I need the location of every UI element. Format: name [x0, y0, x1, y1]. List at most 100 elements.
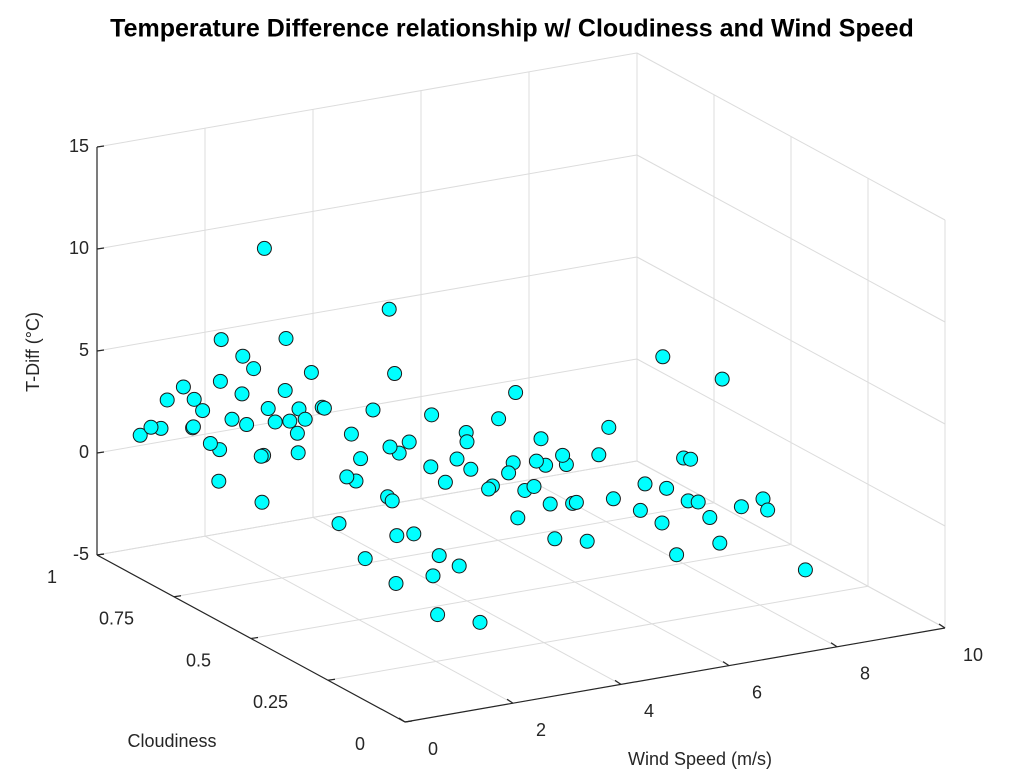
- y-tick-label: 0.5: [186, 650, 211, 670]
- point: [425, 568, 441, 584]
- point: [510, 510, 526, 526]
- point: [316, 400, 332, 416]
- point: [401, 434, 417, 450]
- point: [430, 607, 446, 623]
- point: [568, 494, 584, 510]
- x-tick-label: 6: [752, 682, 762, 702]
- z-tick: [96, 451, 105, 454]
- point: [463, 461, 479, 477]
- point: [211, 473, 227, 489]
- x-tick: [722, 661, 730, 667]
- point: [472, 614, 488, 630]
- point: [289, 425, 305, 441]
- point: [501, 465, 517, 481]
- point: [343, 426, 359, 442]
- x-tick-label: 10: [963, 645, 983, 665]
- x-tick: [398, 717, 406, 723]
- point: [533, 431, 549, 447]
- grid-line: [636, 460, 946, 629]
- point: [282, 413, 298, 429]
- y-tick-label: 0.25: [253, 692, 288, 712]
- x-tick: [506, 698, 514, 704]
- point: [256, 240, 272, 256]
- point: [449, 451, 465, 467]
- grid-line: [96, 154, 638, 250]
- z-tick-label: -5: [73, 544, 89, 564]
- x-tick-label: 4: [644, 701, 654, 721]
- grid-line: [636, 52, 946, 221]
- grid-line: [96, 52, 638, 148]
- x-tick: [938, 623, 946, 629]
- point: [601, 419, 617, 435]
- point: [406, 526, 422, 542]
- point: [387, 366, 403, 382]
- point: [260, 401, 276, 417]
- x-tick: [614, 679, 622, 685]
- point: [246, 361, 262, 377]
- point: [143, 419, 159, 435]
- point: [186, 391, 202, 407]
- point: [381, 301, 397, 317]
- point: [760, 502, 776, 518]
- point: [797, 562, 813, 578]
- point: [357, 551, 373, 567]
- x-axis-label: Wind Speed (m/s): [628, 749, 772, 769]
- point: [683, 451, 699, 467]
- grid-line: [96, 256, 638, 352]
- point: [637, 476, 653, 492]
- y-tick: [327, 678, 336, 681]
- point: [547, 531, 563, 547]
- point: [253, 448, 269, 464]
- point: [195, 403, 211, 419]
- point: [437, 474, 453, 490]
- point: [451, 558, 467, 574]
- point: [659, 480, 675, 496]
- point: [591, 447, 607, 463]
- point: [132, 427, 148, 443]
- y-tick-label: 1: [47, 567, 57, 587]
- x-tick-label: 2: [536, 720, 546, 740]
- point: [526, 478, 542, 494]
- y-tick: [404, 720, 413, 723]
- x-tick-label: 8: [860, 664, 870, 684]
- point: [303, 364, 319, 380]
- point: [431, 548, 447, 564]
- z-tick: [96, 145, 105, 148]
- point: [365, 402, 381, 418]
- point: [528, 453, 544, 469]
- x-axis: [404, 627, 946, 723]
- point: [235, 348, 251, 364]
- z-tick-label: 10: [69, 238, 89, 258]
- point: [278, 331, 294, 346]
- point: [290, 445, 306, 461]
- point: [555, 447, 571, 463]
- point: [702, 510, 718, 526]
- point: [267, 414, 283, 430]
- grid-line: [96, 460, 638, 556]
- x-tick-label: 0: [428, 739, 438, 759]
- point: [542, 496, 558, 512]
- grid-line: [173, 502, 715, 598]
- point: [331, 516, 347, 532]
- point: [508, 385, 524, 401]
- grid-line: [250, 544, 792, 639]
- point: [384, 493, 400, 509]
- grid-line: [636, 256, 946, 425]
- grid-line: [636, 358, 946, 527]
- point: [714, 371, 730, 387]
- z-tick: [96, 349, 105, 352]
- point: [185, 419, 201, 435]
- point: [459, 434, 475, 450]
- point: [389, 528, 405, 544]
- y-tick-label: 0.75: [99, 609, 134, 629]
- grid-line: [636, 154, 946, 323]
- y-tick: [173, 595, 182, 598]
- point: [712, 535, 728, 551]
- point: [655, 349, 671, 365]
- point: [481, 481, 497, 497]
- point: [669, 547, 685, 563]
- y-tick: [96, 553, 105, 556]
- z-tick-label: 15: [69, 136, 89, 156]
- point: [690, 494, 706, 510]
- point: [424, 407, 440, 423]
